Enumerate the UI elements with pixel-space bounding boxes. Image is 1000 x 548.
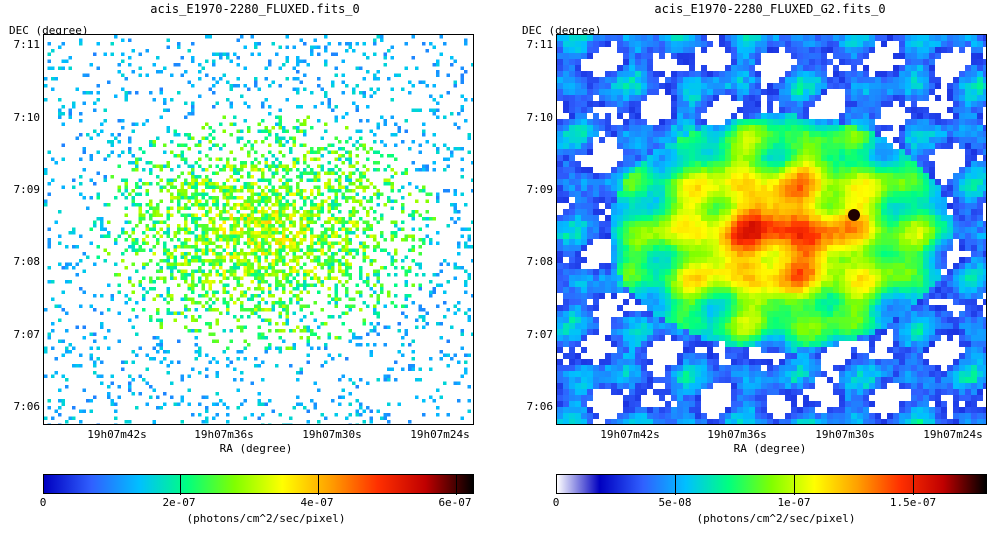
- left-colorbar: [43, 474, 474, 495]
- colorbar-tick-mark: [456, 475, 457, 495]
- left-colorbar-tick: 4e-07: [300, 496, 334, 509]
- left-x-tick: 19h07m24s: [410, 428, 470, 441]
- right-y-axis-label: DEC (degree): [522, 24, 602, 37]
- left-panel-title: acis_E1970-2280_FLUXED.fits_0: [150, 2, 360, 16]
- right-y-tick: 7:11: [526, 38, 554, 51]
- right-colorbar-tick: 1e-07: [777, 496, 811, 509]
- right-y-tick: 7:06: [526, 400, 554, 413]
- colorbar-tick-mark: [675, 475, 676, 495]
- right-smoothed-image: [557, 35, 986, 424]
- left-y-tick: 7:09: [13, 183, 41, 196]
- left-fluxed-image: [44, 35, 473, 424]
- right-colorbar: [556, 474, 987, 495]
- right-x-tick: 19h07m24s: [923, 428, 983, 441]
- colorbar-tick-mark: [180, 475, 181, 495]
- right-y-tick: 7:09: [526, 183, 554, 196]
- left-y-tick: 7:08: [13, 255, 41, 268]
- right-x-axis-label: RA (degree): [733, 442, 807, 455]
- left-colorbar-label: (photons/cm^2/sec/pixel): [186, 512, 346, 525]
- left-colorbar-tick: 0: [39, 496, 47, 509]
- right-colorbar-tick: 5e-08: [658, 496, 692, 509]
- right-panel-title: acis_E1970-2280_FLUXED_G2.fits_0: [654, 2, 886, 16]
- left-y-tick: 7:10: [13, 111, 41, 124]
- right-x-tick: 19h07m36s: [707, 428, 767, 441]
- right-colorbar-tick: 1.5e-07: [889, 496, 937, 509]
- left-colorbar-tick: 6e-07: [438, 496, 472, 509]
- left-y-tick: 7:11: [13, 38, 41, 51]
- left-y-tick: 7:07: [13, 328, 41, 341]
- colorbar-tick-mark: [318, 475, 319, 495]
- colorbar-tick-mark: [913, 475, 914, 495]
- right-y-tick: 7:07: [526, 328, 554, 341]
- left-x-tick: 19h07m30s: [302, 428, 362, 441]
- left-image-plot[interactable]: [43, 34, 474, 425]
- right-image-plot[interactable]: [556, 34, 987, 425]
- left-y-tick: 7:06: [13, 400, 41, 413]
- left-colorbar-tick: 2e-07: [162, 496, 196, 509]
- colorbar-tick-mark: [794, 475, 795, 495]
- right-colorbar-label: (photons/cm^2/sec/pixel): [696, 512, 856, 525]
- right-y-tick: 7:08: [526, 255, 554, 268]
- right-colorbar-tick: 0: [552, 496, 560, 509]
- right-x-tick: 19h07m42s: [600, 428, 660, 441]
- left-x-tick: 19h07m42s: [87, 428, 147, 441]
- left-x-axis-label: RA (degree): [219, 442, 293, 455]
- right-x-tick: 19h07m30s: [815, 428, 875, 441]
- left-y-axis-label: DEC (degree): [9, 24, 89, 37]
- right-y-tick: 7:10: [526, 111, 554, 124]
- left-x-tick: 19h07m36s: [194, 428, 254, 441]
